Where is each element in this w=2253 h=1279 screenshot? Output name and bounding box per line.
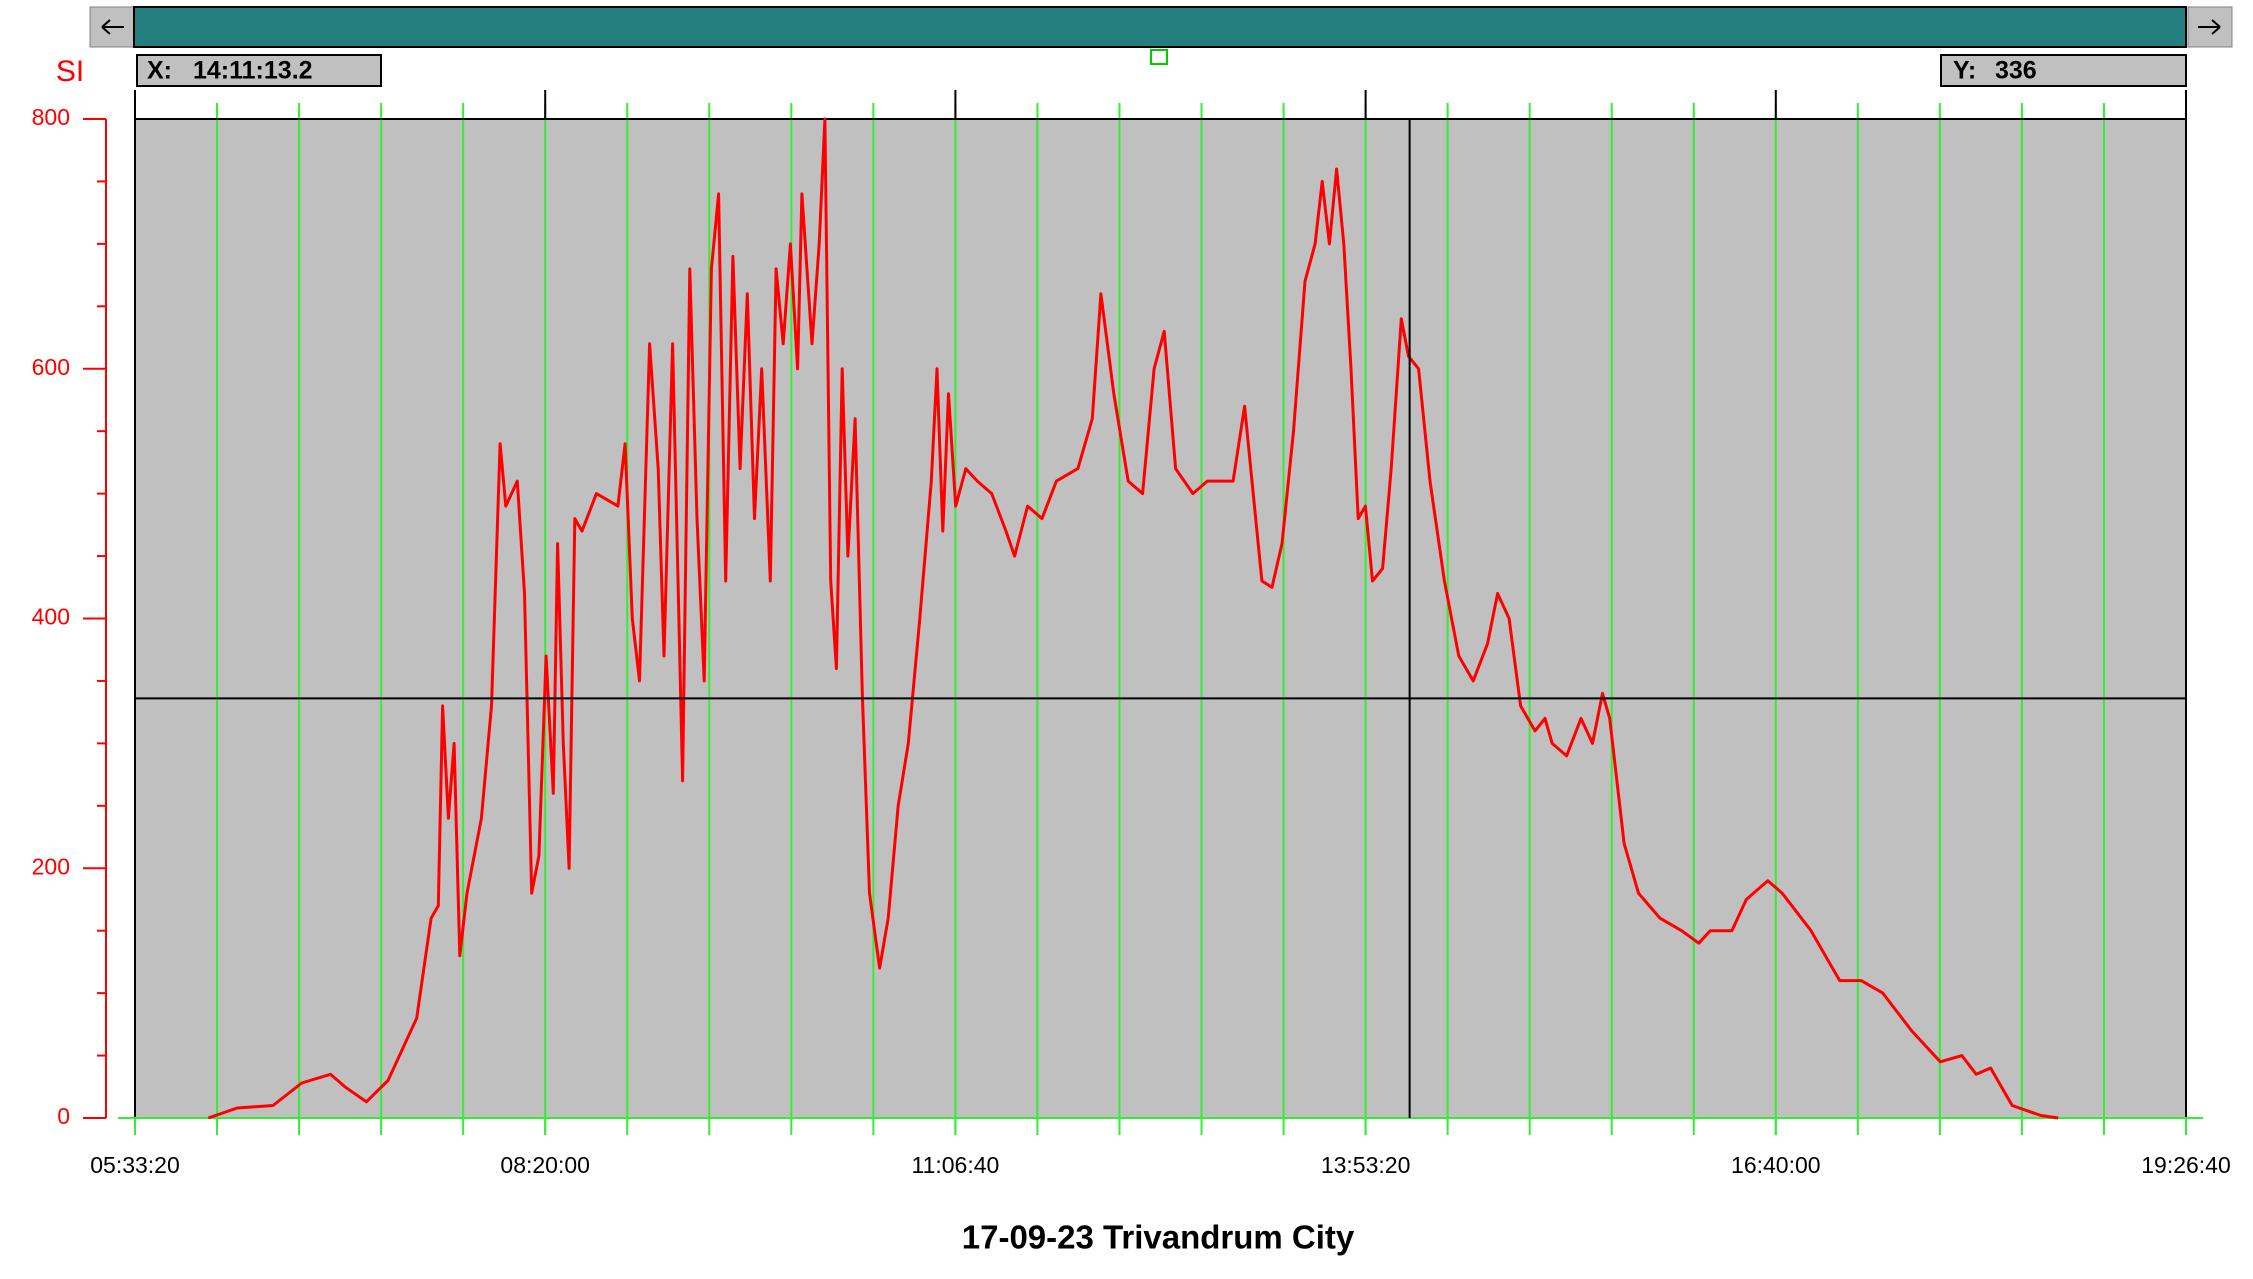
plot-area [134,118,2187,1119]
x-tick-label: 19:26:40 [2141,1152,2231,1178]
y-tick-label: 800 [32,104,70,130]
y-readout-value: 336 [1995,57,2037,85]
chart-title: 17-09-23 Trivandrum City [962,1219,1355,1256]
x-tick-label: 05:33:20 [90,1152,180,1178]
marker-square [1150,49,1168,65]
y-readout-box [1940,54,2187,87]
x-readout-box [136,54,382,87]
y-tick-label: 200 [32,853,70,879]
y-tick-label: 600 [32,354,70,380]
data-line [207,117,2059,1120]
left-arrow-icon [101,19,124,35]
x-readout-value: 14:11:13.2 [193,57,313,85]
y-axis-label: SI [56,55,84,88]
x-tick-label: 13:53:20 [1321,1152,1411,1178]
x-tick-label: 11:06:40 [911,1152,999,1178]
right-arrow-icon [2198,19,2221,35]
x-tick-label: 08:20:00 [500,1152,590,1178]
y-tick-label: 400 [32,604,70,630]
x-tick-label: 16:40:00 [1731,1152,1821,1178]
y-tick-label: 0 [57,1103,70,1129]
y-readout-caption: Y: [1953,57,1976,85]
scroll-thumb[interactable] [133,6,2187,48]
x-readout-caption: X: [147,57,172,85]
